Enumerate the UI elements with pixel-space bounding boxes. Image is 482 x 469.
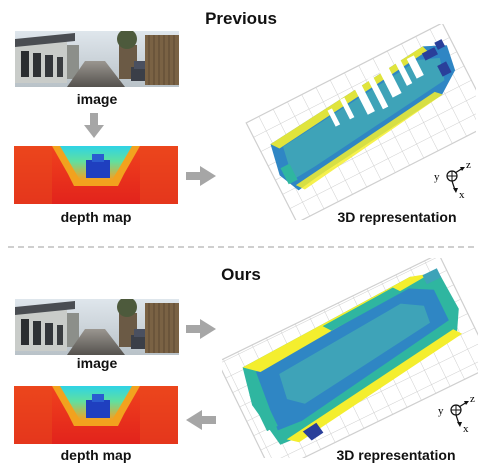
previous-point-cloud <box>270 39 456 191</box>
previous-axes-icon: y z x <box>434 159 471 201</box>
ours-depth-label: depth map <box>60 447 132 463</box>
ours-3d-representation: y z x <box>222 258 478 458</box>
ours-axes-icon: y z x <box>438 393 475 435</box>
previous-image-label: image <box>76 91 118 107</box>
ours-rep-label: 3D representation <box>336 447 456 463</box>
ours-point-cloud <box>242 268 463 445</box>
ours-left-arrow-icon <box>186 410 216 430</box>
previous-title: Previous <box>205 9 277 28</box>
previous-axis-y: y <box>434 171 440 183</box>
ours-depth-map <box>14 386 178 444</box>
ours-image-label: image <box>76 355 118 371</box>
ours-right-arrow-icon <box>186 319 216 339</box>
previous-street-image <box>15 31 179 87</box>
ours-street-image <box>15 299 179 355</box>
previous-3d-representation: y z x <box>245 24 476 220</box>
previous-depth-map <box>14 146 178 204</box>
previous-right-arrow-icon <box>186 166 216 186</box>
previous-down-arrow-icon <box>84 113 104 138</box>
ours-title: Ours <box>221 265 261 284</box>
previous-depth-label: depth map <box>60 209 132 225</box>
ours-axis-x: x <box>463 423 469 435</box>
section-divider <box>8 246 474 248</box>
ours-axis-z: z <box>470 393 475 405</box>
previous-axis-x: x <box>459 189 465 201</box>
previous-rep-label: 3D representation <box>337 209 457 225</box>
ours-axis-y: y <box>438 405 444 417</box>
previous-axis-z: z <box>466 159 471 171</box>
